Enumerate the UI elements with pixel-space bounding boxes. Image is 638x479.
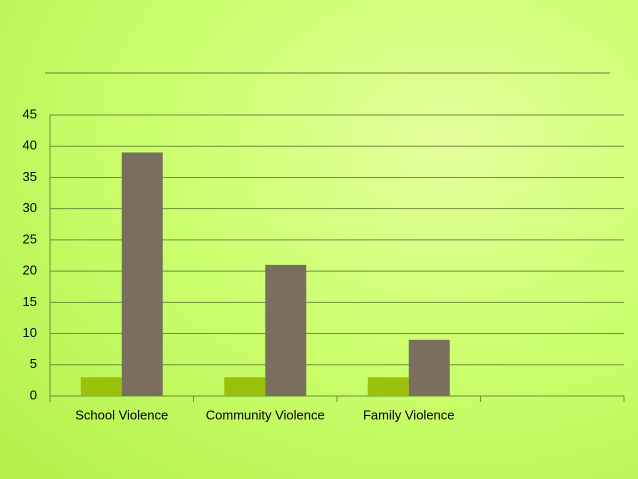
plot-area: 0 5 10 15 20 25 30 35 40 45 School Violence Communi… <box>23 106 625 422</box>
x-tick-label: Family Violence <box>363 407 455 422</box>
y-tick-label: 0 <box>30 387 37 402</box>
y-tick-label: 15 <box>23 294 37 309</box>
bar <box>80 377 122 396</box>
x-tick-label: School Violence <box>75 407 168 422</box>
y-tick-label: 35 <box>23 169 37 184</box>
bar <box>265 264 307 396</box>
y-tick-label: 20 <box>23 263 37 278</box>
bar <box>121 152 163 396</box>
bar <box>408 339 450 396</box>
bar <box>224 377 266 396</box>
y-tick-label: 30 <box>23 200 37 215</box>
x-tick-label: Community Violence <box>206 407 325 422</box>
y-tick-label: 45 <box>23 106 37 121</box>
y-tick-label: 10 <box>23 325 37 340</box>
y-tick-label: 5 <box>30 356 37 371</box>
y-tick-label: 40 <box>23 138 37 153</box>
bar <box>367 377 409 396</box>
y-tick-label: 25 <box>23 231 37 246</box>
